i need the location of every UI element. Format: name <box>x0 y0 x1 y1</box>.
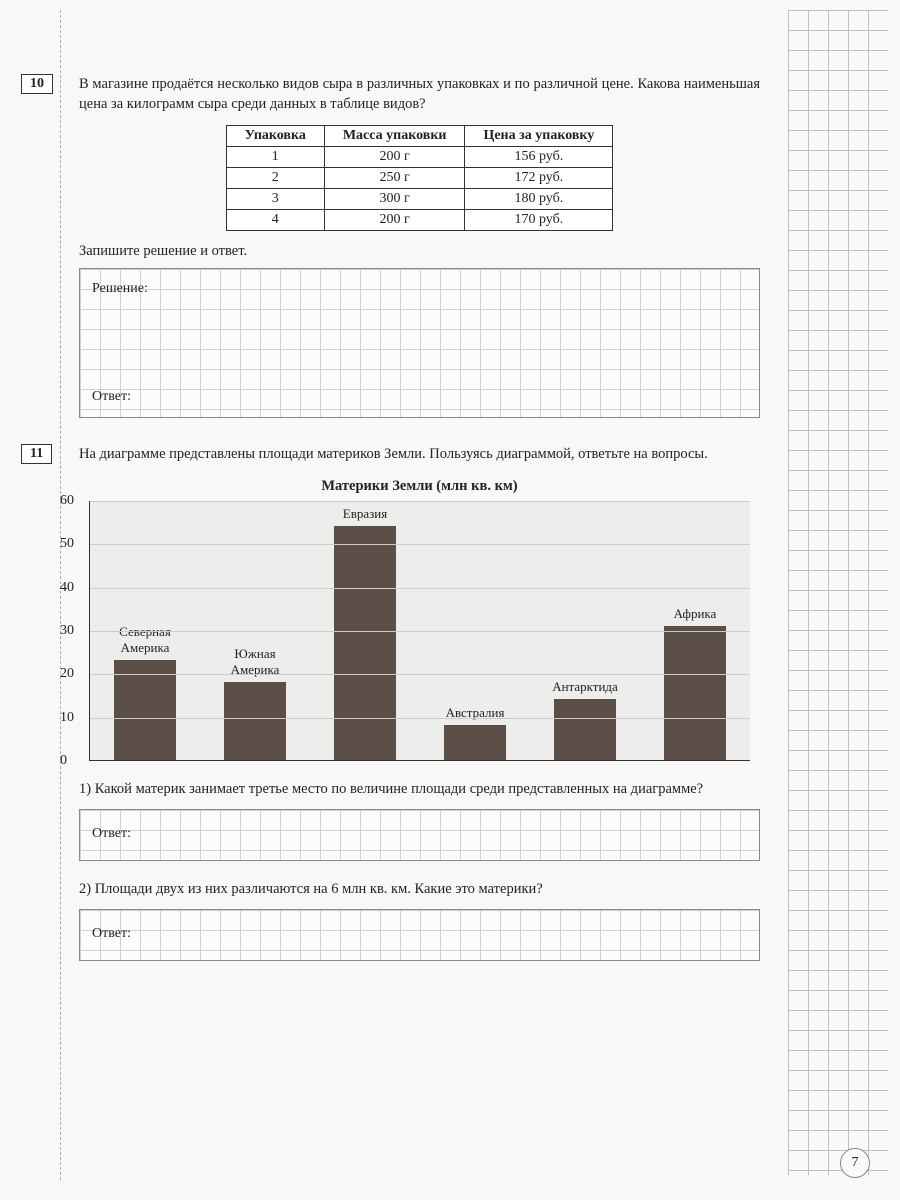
table-header: Цена за упаковку <box>465 125 613 146</box>
q10-answer-box[interactable]: Решение: Ответ: <box>79 268 760 418</box>
table-cell: 180 руб. <box>465 188 613 209</box>
table-cell: 200 г <box>324 209 465 230</box>
answer-label: Ответ: <box>92 389 131 405</box>
page-content: 10 В магазине продаётся несколько видов … <box>60 10 760 1180</box>
table-cell: 156 руб. <box>465 146 613 167</box>
q10-instruction: Запишите решение и ответ. <box>79 243 760 260</box>
margin-grid <box>788 10 888 1175</box>
table-cell: 250 г <box>324 167 465 188</box>
table-cell: 4 <box>226 209 324 230</box>
question-number-10: 10 <box>21 74 53 94</box>
table-row: 1200 г156 руб. <box>226 146 613 167</box>
chart-bar <box>664 626 726 760</box>
y-axis-label: 40 <box>60 580 74 596</box>
table-header: Масса упаковки <box>324 125 465 146</box>
table-row: 2250 г172 руб. <box>226 167 613 188</box>
q11-sub2: 2) Площади двух из них различаются на 6 … <box>79 879 760 899</box>
y-axis-label: 20 <box>60 666 74 682</box>
q10-text: В магазине продаётся несколько видов сыр… <box>79 74 760 115</box>
chart-bar <box>554 699 616 760</box>
table-row: 3300 г180 руб. <box>226 188 613 209</box>
table-row: 4200 г170 руб. <box>226 209 613 230</box>
table-cell: 170 руб. <box>465 209 613 230</box>
q10-table: УпаковкаМасса упаковкиЦена за упаковку 1… <box>226 125 614 231</box>
y-axis-label: 10 <box>60 710 74 726</box>
bar-label: Австралия <box>430 705 520 721</box>
continents-bar-chart: СевернаяАмерика ЮжнаяАмерика Евразия Австра… <box>89 501 750 761</box>
answer-label: Ответ: <box>92 826 131 842</box>
bar-label: Евразия <box>320 506 410 522</box>
table-cell: 200 г <box>324 146 465 167</box>
question-number-11: 11 <box>21 444 52 464</box>
y-axis-label: 60 <box>60 493 74 509</box>
y-axis-label: 50 <box>60 536 74 552</box>
solution-label: Решение: <box>92 281 148 297</box>
table-cell: 2 <box>226 167 324 188</box>
chart-bar <box>334 526 396 760</box>
q11-sub1: 1) Какой материк занимает третье место п… <box>79 779 760 799</box>
bar-label: СевернаяАмерика <box>100 624 190 656</box>
chart-bar <box>444 725 506 760</box>
chart-bar <box>224 682 286 760</box>
table-cell: 1 <box>226 146 324 167</box>
bar-label: ЮжнаяАмерика <box>210 646 300 678</box>
q11-answer1-box[interactable]: Ответ: <box>79 809 760 861</box>
page-number: 7 <box>840 1148 870 1178</box>
table-header: Упаковка <box>226 125 324 146</box>
chart-title: Материки Земли (млн кв. км) <box>79 478 760 495</box>
bar-label: Антарктида <box>540 679 630 695</box>
y-axis-label: 0 <box>60 753 67 769</box>
q11-text: На диаграмме представлены площади матери… <box>79 444 760 464</box>
table-cell: 3 <box>226 188 324 209</box>
problem-11: 11 На диаграмме представлены площади мат… <box>79 444 760 962</box>
q11-answer2-box[interactable]: Ответ: <box>79 909 760 961</box>
y-axis-label: 30 <box>60 623 74 639</box>
table-cell: 172 руб. <box>465 167 613 188</box>
answer-label: Ответ: <box>92 926 131 942</box>
problem-10: 10 В магазине продаётся несколько видов … <box>79 74 760 418</box>
table-cell: 300 г <box>324 188 465 209</box>
bar-label: Африка <box>650 606 740 622</box>
